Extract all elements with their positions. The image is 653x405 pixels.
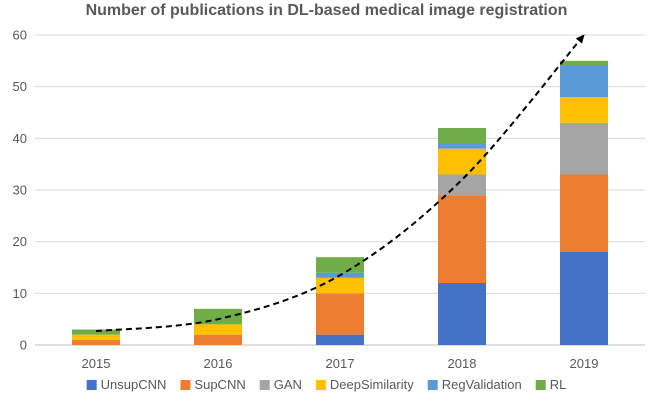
bar-segment-rl bbox=[72, 329, 120, 335]
bar-segment-deepsimilarity bbox=[194, 324, 242, 335]
bar-segment-supcnn bbox=[438, 195, 486, 283]
trend-layer bbox=[95, 34, 585, 333]
legend-item-supcnn: SupCNN bbox=[180, 377, 246, 392]
bar-segment-gan bbox=[560, 122, 608, 175]
legend-item-deepsimilarity: DeepSimilarity bbox=[315, 377, 414, 392]
bar-segment-deepsimilarity bbox=[72, 334, 120, 340]
bars-layer bbox=[72, 60, 608, 345]
bar-segment-unsupcnn bbox=[316, 334, 364, 345]
bar-segment-rl bbox=[560, 60, 608, 66]
x-tick-label: 2015 bbox=[82, 356, 111, 371]
legend-label: DeepSimilarity bbox=[330, 377, 414, 392]
bar-segment-supcnn bbox=[560, 174, 608, 252]
bar-segment-rl bbox=[194, 308, 242, 325]
bar-segment-unsupcnn bbox=[560, 252, 608, 345]
bar-segment-supcnn bbox=[72, 339, 120, 345]
y-tick-label: 60 bbox=[13, 28, 27, 43]
legend-label: RL bbox=[550, 377, 567, 392]
legend-label: UnsupCNN bbox=[101, 377, 167, 392]
y-tick-label: 50 bbox=[13, 79, 27, 94]
trend-line bbox=[95, 34, 585, 333]
bar-segment-regvalidation bbox=[560, 66, 608, 97]
legend-swatch bbox=[180, 380, 191, 390]
y-tick-label: 10 bbox=[13, 286, 27, 301]
axis-layer: 0 10 20 30 40 50 60 2015 2016 2017 2018 2019 bbox=[13, 28, 599, 372]
legend-swatch bbox=[259, 380, 270, 390]
legend-swatch bbox=[427, 380, 438, 390]
legend-item-regvalidation: RegValidation bbox=[427, 377, 522, 392]
legend-label: GAN bbox=[274, 377, 302, 392]
bar-segment-supcnn bbox=[194, 334, 242, 345]
bar-segment-rl bbox=[316, 257, 364, 273]
x-tick-label: 2017 bbox=[326, 356, 355, 371]
legend-label: SupCNN bbox=[194, 377, 245, 392]
legend-label: RegValidation bbox=[442, 377, 522, 392]
bar-segment-rl bbox=[438, 128, 486, 144]
bar-segment-unsupcnn bbox=[438, 283, 486, 345]
x-tick-label: 2016 bbox=[204, 356, 233, 371]
bar-segment-supcnn bbox=[316, 293, 364, 335]
legend-swatch bbox=[86, 380, 97, 390]
legend-item-rl: RL bbox=[535, 377, 567, 392]
legend-swatch bbox=[535, 380, 546, 390]
y-tick-label: 30 bbox=[13, 183, 27, 198]
y-tick-label: 20 bbox=[13, 234, 27, 249]
y-tick-label: 0 bbox=[20, 338, 27, 353]
x-tick-label: 2018 bbox=[448, 356, 477, 371]
x-tick-label: 2019 bbox=[570, 356, 599, 371]
legend-item-unsupcnn: UnsupCNN bbox=[86, 377, 167, 392]
legend-swatch bbox=[315, 380, 326, 390]
legend: UnsupCNN SupCNN GAN DeepSimilarity RegValida… bbox=[86, 377, 567, 392]
chart-title: Number of publications in DL-based medic… bbox=[85, 2, 568, 19]
y-tick-label: 40 bbox=[13, 131, 27, 146]
legend-item-gan: GAN bbox=[259, 377, 302, 392]
bar-segment-deepsimilarity bbox=[316, 277, 364, 294]
bar-segment-regvalidation bbox=[438, 143, 486, 149]
bar-segment-gan bbox=[438, 174, 486, 196]
bar-segment-deepsimilarity bbox=[560, 97, 608, 123]
